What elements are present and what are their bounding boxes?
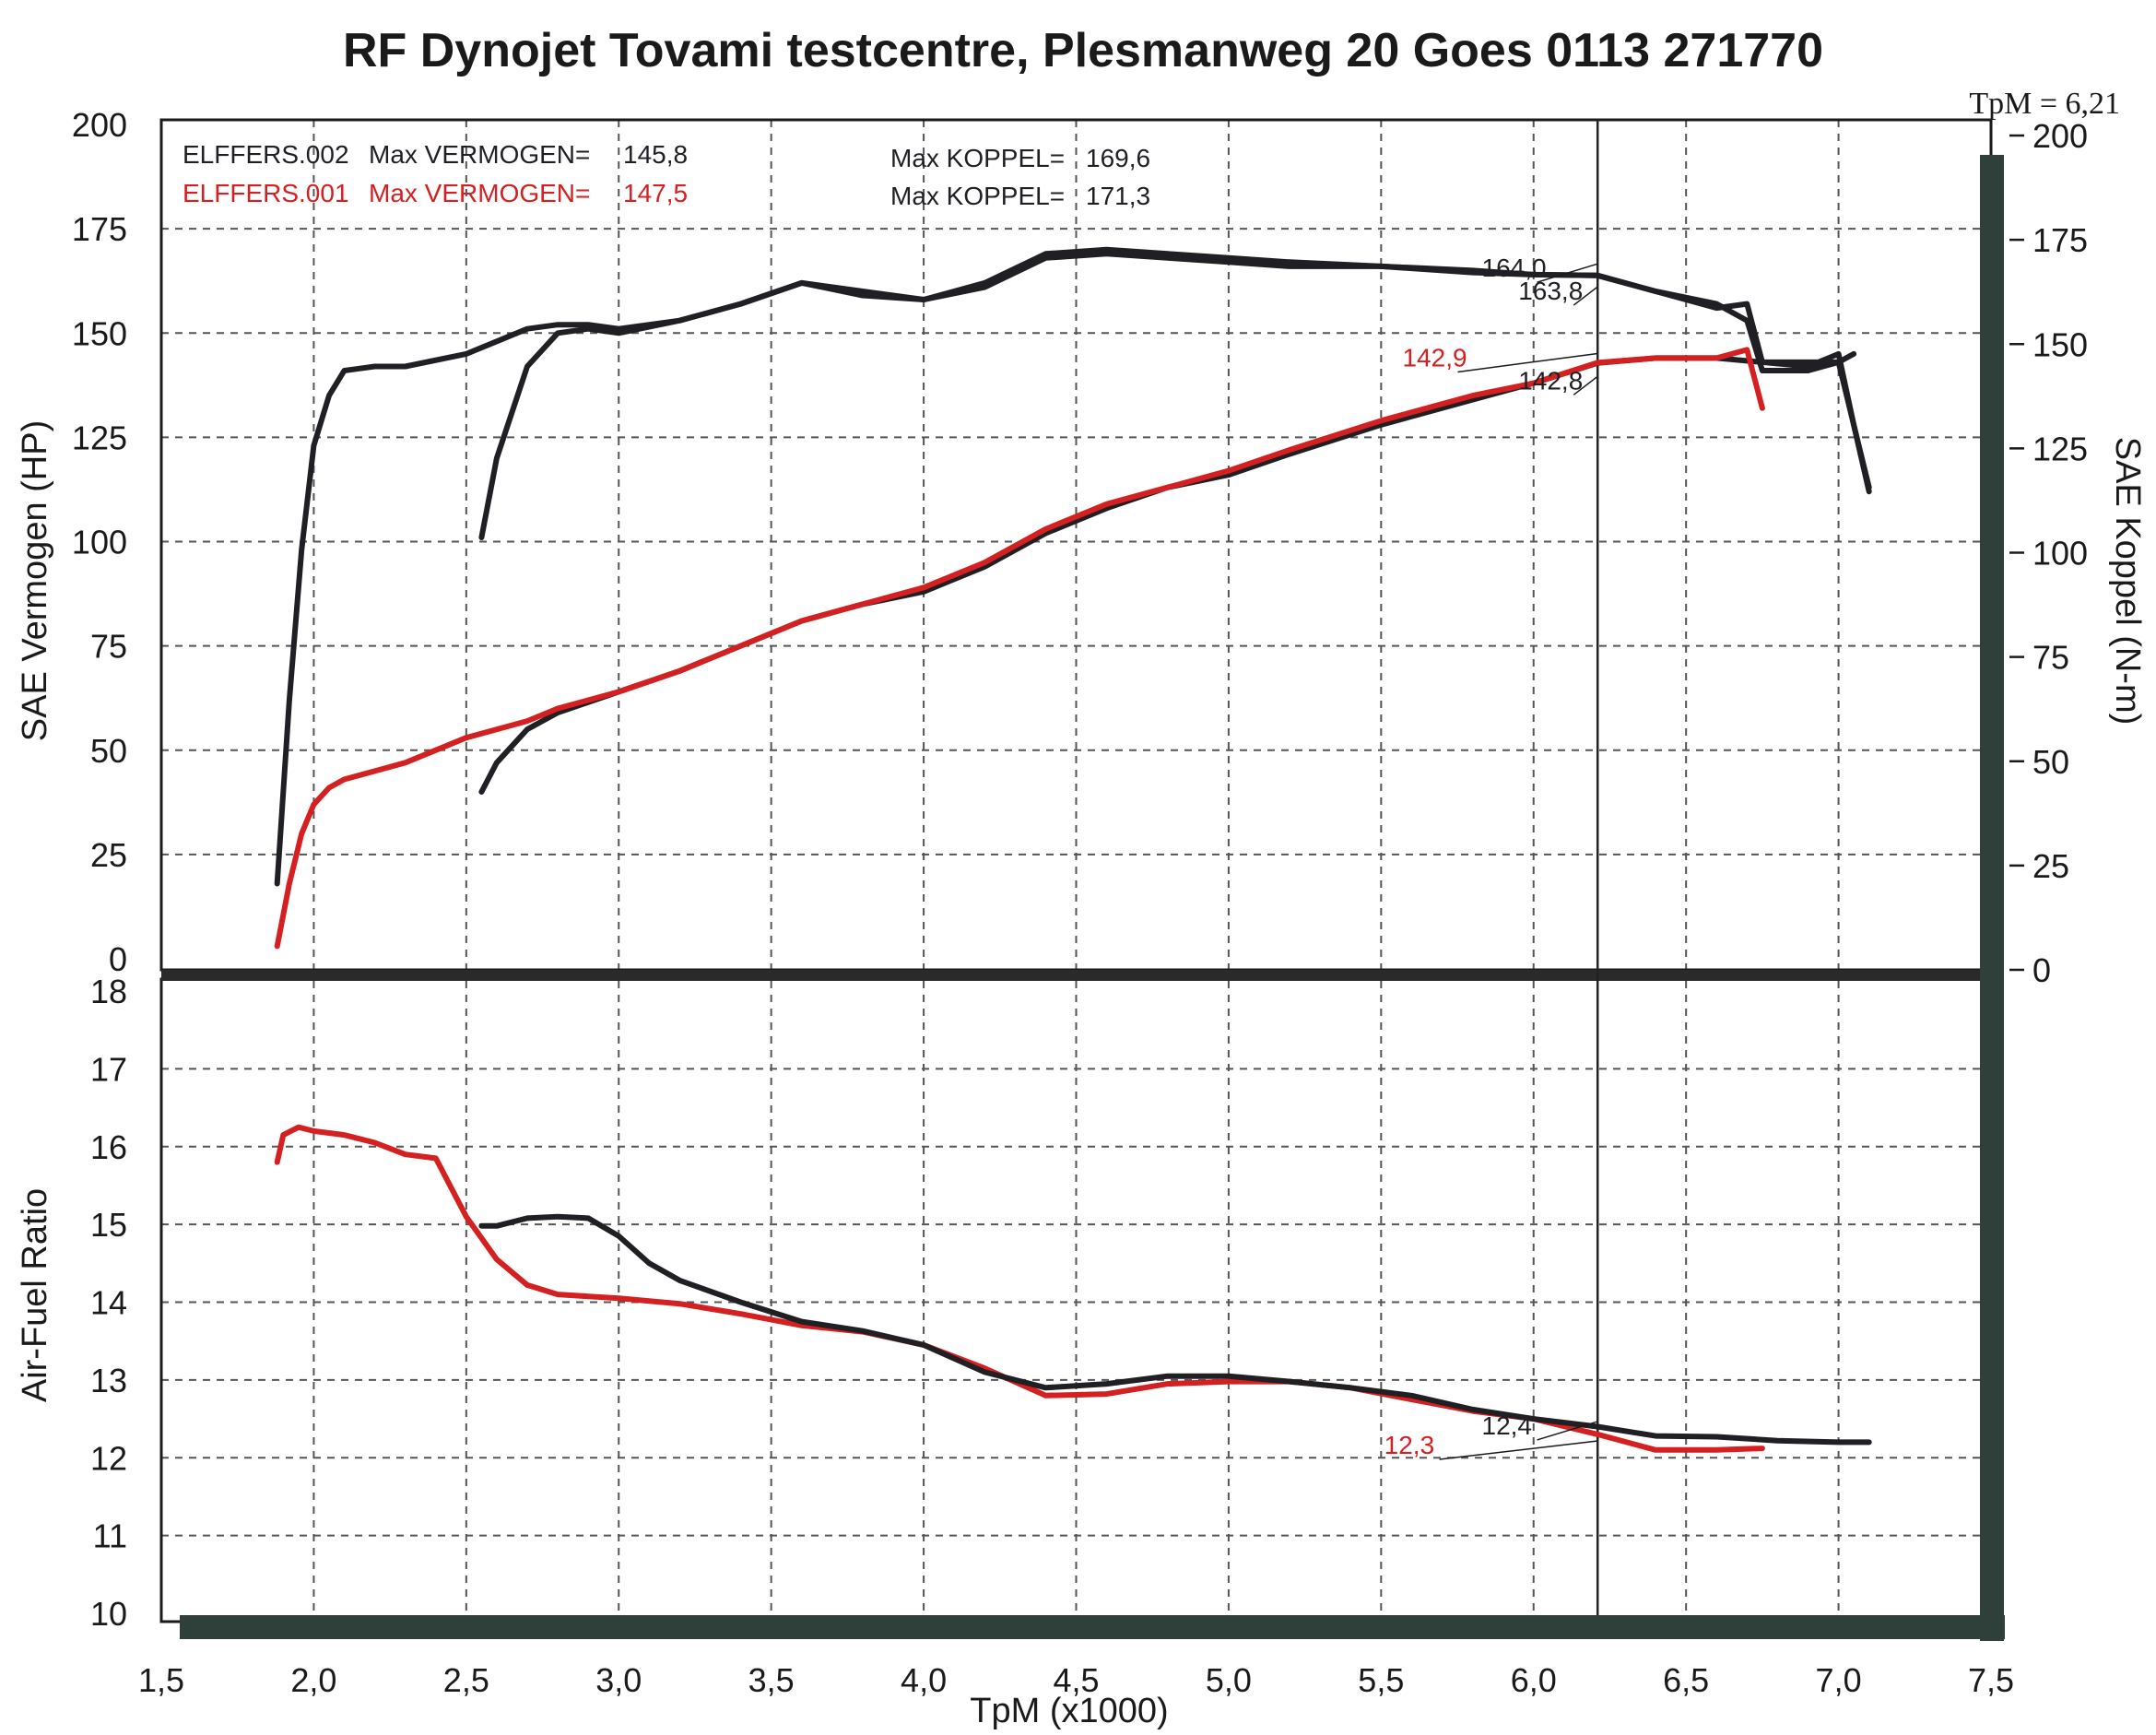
y-tick-label-left: 0 [109,940,127,978]
y-tick-label-afr: 12 [90,1439,127,1477]
y-axis-afr-title: Air-Fuel Ratio [16,1188,54,1402]
series-top-power-elffers-002 [478,350,1857,795]
y-tick-label-afr: 14 [90,1284,127,1322]
x-tick-label: 2,0 [290,1661,336,1699]
value-annotation: 12,4 [1482,1411,1533,1440]
annotation-leader [1537,1421,1598,1441]
x-tick-label: 7,5 [1968,1661,2014,1699]
x-tick-label: 2,5 [443,1661,489,1699]
y-tick-label-afr: 13 [90,1362,127,1399]
y-tick-label-left: 175 [72,210,127,248]
series-top-torque-elffers-001 [274,246,1872,887]
y-tick-label-left: 100 [72,524,127,561]
legend-run-002: ELFFERS.002 [183,140,349,169]
value-annotation: 163,8 [1518,277,1583,305]
legend-power-value-002: 145,8 [623,140,688,169]
y-tick-label-left: 50 [90,732,127,770]
panel-divider-bar [161,970,1991,981]
x-tick-label: 3,5 [748,1661,795,1699]
annotation-leader [1537,263,1598,283]
x-tick-label: 6,5 [1663,1661,1709,1699]
grid-layer [161,120,1991,1615]
rpm-cursor-label: TpM = 6,21 [1969,87,2120,121]
legend-power-label-002: Max VERMOGEN= [369,140,590,169]
y-tick-label-left: 75 [90,628,127,666]
value-annotation: 164,0 [1482,254,1547,282]
series-top-power-elffers-001 [274,347,1765,950]
y-tick-label-right: 50 [2032,743,2069,781]
ticks-layer: 1,5 2,0 2,5 3,0 3,5 4,0 4,5 5,0 5,5 6,0 6,5 7,0 7,5 0… [72,106,2088,1699]
series-layer [274,246,1872,1453]
right-shade-bar [1980,155,2004,1641]
legend-power-value-001: 147,5 [623,179,688,207]
x-tick-label: 6,0 [1511,1661,1557,1699]
y-tick-label-right: 0 [2032,951,2051,989]
value-annotation: 142,9 [1402,343,1467,372]
y-tick-label-right: 75 [2032,639,2069,677]
y-tick-label-afr: 18 [90,973,127,1010]
x-tick-label: 5,5 [1358,1661,1404,1699]
y-tick-label-afr: 11 [93,1517,127,1555]
y-tick-label-left: 25 [90,836,127,874]
legend-torque-label-002: Max KOPPEL= [890,144,1065,172]
y-tick-label-left: 150 [72,314,127,352]
x-tick-label: 4,0 [901,1661,947,1699]
y-axis-right-title: SAE Koppel (N-m) [2108,437,2147,726]
legend: ELFFERS.002 Max VERMOGEN= 145,8 ELFFERS.… [183,140,1150,210]
annotation-leader [1573,286,1598,306]
legend-torque-value-001: 171,3 [1086,182,1150,210]
annotation-leader [1573,375,1598,395]
legend-torque-label-001: Max KOPPEL= [890,182,1065,210]
y-tick-label-right: 25 [2032,847,2069,885]
series-top-torque-elffers-002 [478,251,1872,540]
annotation-leader [1457,352,1598,373]
annotation-leader [1439,1440,1598,1460]
value-annotation: 12,3 [1384,1431,1435,1459]
y-tick-label-right: 100 [2032,535,2088,572]
y-tick-label-right: 150 [2032,325,2088,363]
x-tick-label: 3,0 [595,1661,642,1699]
x-axis-title: TpM (x1000) [970,1692,1168,1730]
y-tick-label-afr: 16 [90,1128,127,1166]
value-annotation: 142,8 [1518,366,1583,395]
y-tick-label-right: 175 [2032,221,2088,259]
legend-torque-value-002: 169,6 [1086,144,1150,172]
series-bottom-afr-elffers-002 [478,1213,1872,1446]
y-axis-left-title: SAE Vermogen (HP) [16,420,54,741]
legend-power-label-001: Max VERMOGEN= [369,179,590,207]
bottom-shade-bar [180,1615,2005,1639]
series-bottom-afr-elffers-001 [274,1124,1765,1453]
y-tick-label-right: 200 [2032,117,2088,155]
x-tick-label: 5,0 [1206,1661,1252,1699]
y-tick-label-left: 200 [72,106,127,144]
y-tick-label-right: 125 [2032,430,2088,467]
x-tick-label: 7,0 [1816,1661,1862,1699]
x-tick-label: 1,5 [138,1661,184,1699]
y-tick-label-afr: 17 [90,1050,127,1088]
chart-title: RF Dynojet Tovami testcentre, Plesmanweg… [343,24,1823,77]
y-tick-label-afr: 15 [90,1206,127,1244]
legend-run-001: ELFFERS.001 [183,179,349,207]
y-tick-label-left: 125 [72,419,127,456]
y-tick-label-afr: 10 [90,1595,127,1633]
x-tick-label: 4,5 [1053,1661,1099,1699]
